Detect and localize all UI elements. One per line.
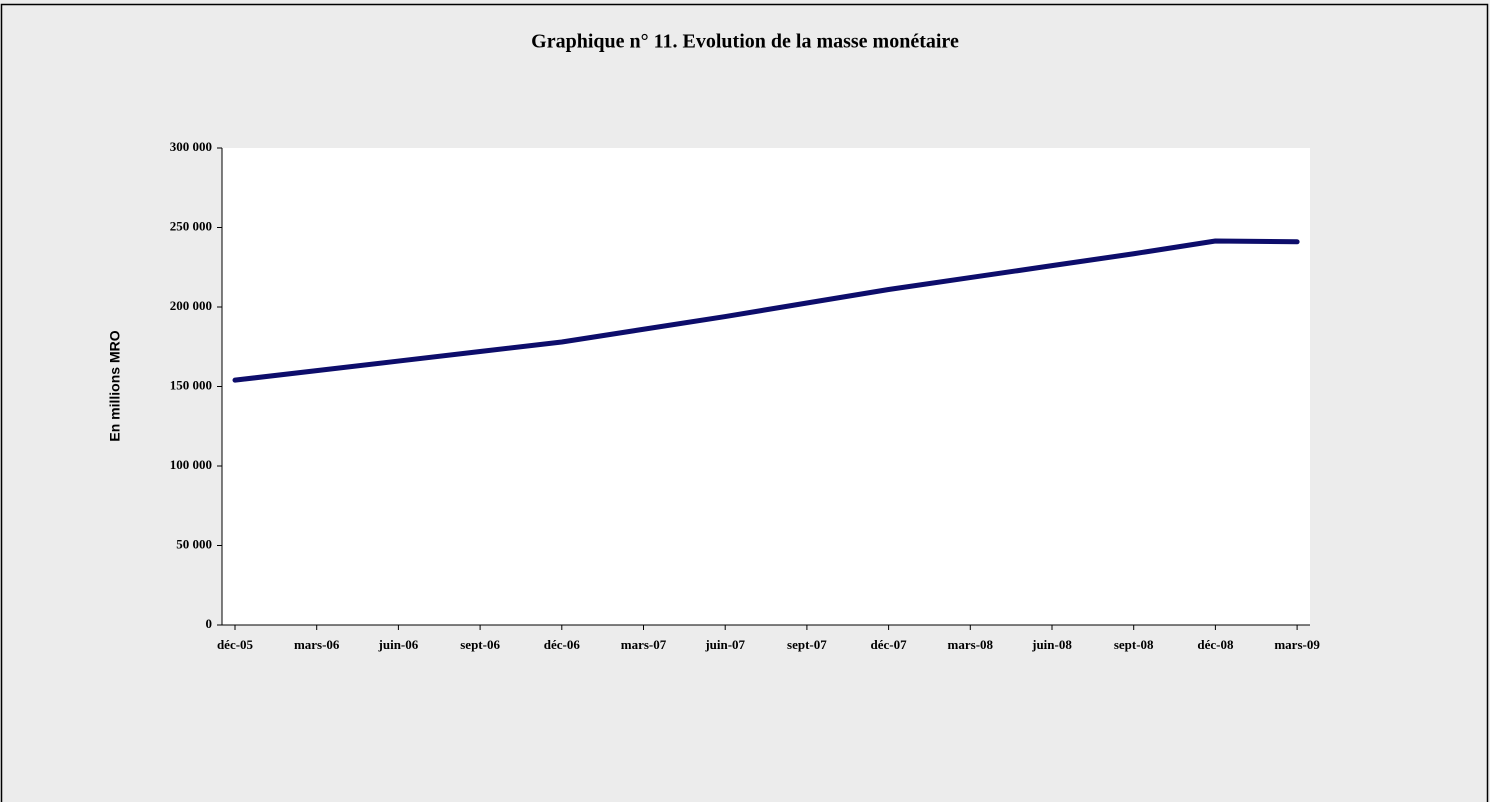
x-tick-label: déc-06 xyxy=(544,637,581,652)
plot-area xyxy=(222,148,1310,625)
y-axis-label: En millions MRO xyxy=(107,330,123,441)
x-tick-label: sept-08 xyxy=(1114,637,1154,652)
x-tick-label: déc-07 xyxy=(871,637,908,652)
x-tick-label: mars-08 xyxy=(948,637,994,652)
x-tick-label: mars-09 xyxy=(1274,637,1320,652)
x-tick-label: déc-05 xyxy=(217,637,254,652)
x-tick-label: sept-06 xyxy=(460,637,500,652)
y-tick-label: 200 000 xyxy=(170,298,212,313)
chart-border xyxy=(0,3,1489,802)
x-tick-label: juin-08 xyxy=(1031,637,1072,652)
y-tick-label: 50 000 xyxy=(176,536,212,551)
x-tick-label: mars-06 xyxy=(294,637,340,652)
chart-title: Graphique n° 11. Evolution de la masse m… xyxy=(531,31,959,53)
x-tick-label: juin-06 xyxy=(378,637,419,652)
y-tick-label: 100 000 xyxy=(170,457,212,472)
x-tick-label: juin-07 xyxy=(704,637,745,652)
data-line xyxy=(232,238,1300,383)
y-tick-label: 0 xyxy=(206,616,213,631)
y-tick-label: 250 000 xyxy=(170,218,212,233)
x-tick-label: déc-08 xyxy=(1197,637,1234,652)
x-tick-label: sept-07 xyxy=(787,637,827,652)
y-tick-label: 300 000 xyxy=(170,139,212,154)
x-tick-label: mars-07 xyxy=(621,637,667,652)
y-tick-label: 150 000 xyxy=(170,377,212,392)
